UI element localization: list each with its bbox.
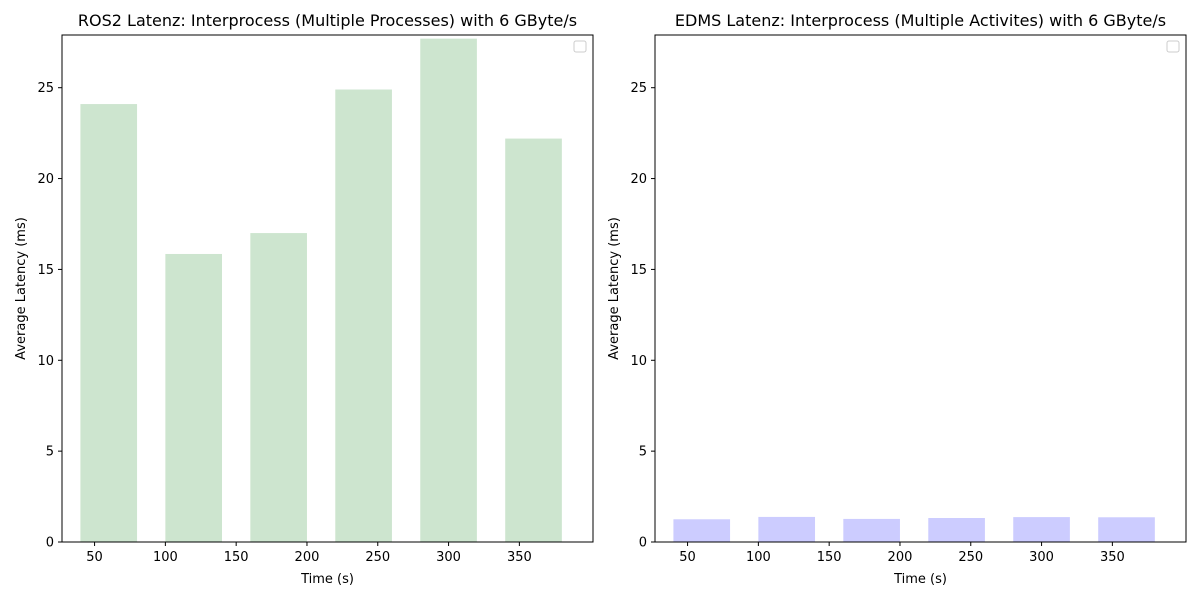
chart-panel-2: 50 100 150 200 250 300 350 0 5 10 15 20 25 EDMS Laten… bbox=[607, 11, 1187, 587]
bar-2 bbox=[165, 253, 223, 542]
y-tick-label: 20 bbox=[37, 172, 54, 187]
y-axis-label: Average Latency (ms) bbox=[607, 217, 622, 360]
y-tick-label: 15 bbox=[37, 263, 54, 278]
x-tick-label: 200 bbox=[295, 550, 320, 565]
bar-5 bbox=[1013, 517, 1070, 542]
chart-panel-1: 50 100 150 200 250 300 350 0 5 10 15 20 25 ROS2 Laten… bbox=[14, 11, 594, 587]
x-tick-label: 350 bbox=[1100, 550, 1125, 565]
y-tick-label: 0 bbox=[46, 536, 54, 551]
x-tick-label: 100 bbox=[153, 550, 178, 565]
bar-3 bbox=[250, 233, 307, 543]
x-tick-label: 150 bbox=[224, 550, 249, 565]
bar-6 bbox=[1098, 517, 1155, 542]
axes-frame bbox=[61, 34, 594, 543]
bar-1 bbox=[673, 519, 731, 542]
y-tick-label: 5 bbox=[639, 445, 647, 460]
chart-title: EDMS Latenz: Interprocess (Multiple Acti… bbox=[675, 11, 1166, 30]
chart-title: ROS2 Latenz: Interprocess (Multiple Proc… bbox=[78, 11, 577, 30]
axes-frame bbox=[654, 34, 1187, 543]
bar-5 bbox=[420, 38, 477, 543]
bar-1 bbox=[80, 104, 138, 542]
y-tick-label: 5 bbox=[46, 445, 54, 460]
y-axis-label: Average Latency (ms) bbox=[14, 217, 29, 360]
x-tick-label: 150 bbox=[817, 550, 842, 565]
y-tick-label: 20 bbox=[630, 172, 647, 187]
x-axis-label: Time (s) bbox=[893, 572, 947, 587]
bar-4 bbox=[335, 89, 392, 543]
x-tick-label: 200 bbox=[888, 550, 913, 565]
x-tick-label: 100 bbox=[746, 550, 771, 565]
y-tick-label: 10 bbox=[630, 354, 647, 369]
x-tick-label: 50 bbox=[86, 550, 103, 565]
y-tick-label: 10 bbox=[37, 354, 54, 369]
y-tick-label: 25 bbox=[630, 81, 647, 96]
bar-2 bbox=[758, 516, 816, 542]
x-tick-label: 300 bbox=[436, 550, 461, 565]
x-tick-label: 350 bbox=[507, 550, 532, 565]
y-tick-label: 0 bbox=[639, 536, 647, 551]
bar-6 bbox=[505, 138, 562, 543]
x-axis-label: Time (s) bbox=[300, 572, 354, 587]
y-tick-label: 15 bbox=[630, 263, 647, 278]
y-tick-label: 25 bbox=[37, 81, 54, 96]
x-tick-label: 250 bbox=[365, 550, 390, 565]
bar-4 bbox=[928, 518, 985, 542]
legend-box bbox=[1166, 40, 1180, 53]
x-tick-label: 300 bbox=[1029, 550, 1054, 565]
legend-box bbox=[573, 40, 587, 53]
x-tick-label: 50 bbox=[679, 550, 696, 565]
x-tick-label: 250 bbox=[958, 550, 983, 565]
bar-3 bbox=[843, 518, 900, 542]
